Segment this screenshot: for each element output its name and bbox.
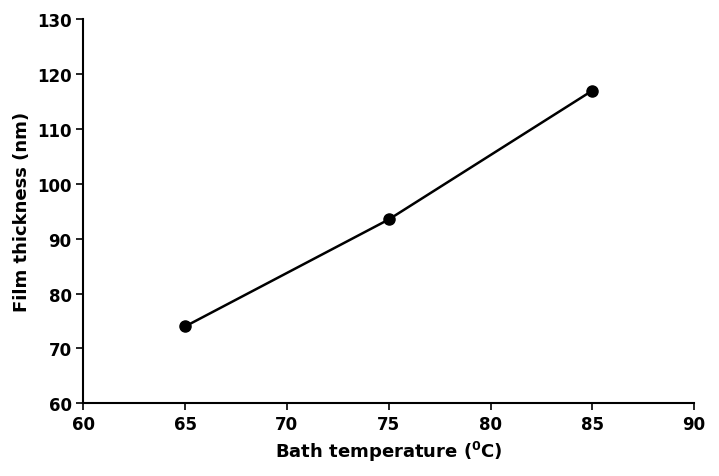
X-axis label: Bath temperature ($^{0}$C): Bath temperature ($^{0}$C) [275,439,503,463]
Y-axis label: Film thickness (nm): Film thickness (nm) [14,112,32,312]
